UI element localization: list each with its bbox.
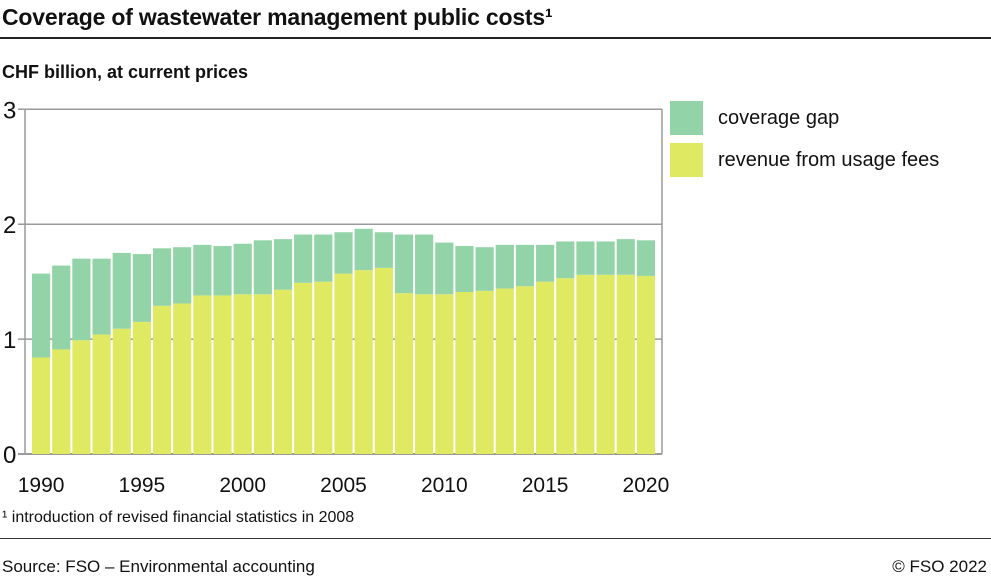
bar-coverage-gap-1994 [112, 252, 131, 329]
bar-revenue-2013 [495, 288, 514, 454]
bar-revenue-2010 [435, 294, 454, 454]
y-tick-label: 3 [3, 97, 16, 124]
bar-coverage-gap-2016 [556, 241, 575, 279]
bar-coverage-gap-1995 [132, 254, 151, 322]
bar-coverage-gap-1999 [213, 246, 232, 296]
y-tick-label: 1 [3, 327, 16, 354]
chart-plot: 0 1 2 3 1990 1995 2000 2005 2010 2015 2020 [3, 97, 670, 497]
bar-coverage-gap-2008 [394, 234, 414, 294]
legend-item-coverage-gap: coverage gap [670, 101, 839, 135]
bar-revenue-2005 [334, 273, 353, 454]
footer-divider [0, 538, 991, 539]
footnote: ¹ introduction of revised financial stat… [2, 509, 355, 526]
bar-coverage-gap-2020 [636, 240, 655, 276]
bar-revenue-1994 [112, 328, 131, 454]
bar-revenue-2009 [415, 294, 434, 454]
bar-revenue-1995 [132, 321, 151, 454]
bar-coverage-gap-1992 [72, 258, 91, 341]
legend-label: coverage gap [718, 106, 840, 129]
bar-revenue-2016 [556, 278, 575, 454]
legend-item-revenue: revenue from usage fees [670, 143, 939, 177]
bar-coverage-gap-2003 [294, 234, 313, 283]
x-tick-label: 2020 [623, 474, 670, 497]
bar-revenue-1996 [152, 305, 172, 454]
bar-coverage-gap-1998 [193, 244, 212, 296]
x-tick-label: 2000 [219, 474, 266, 497]
bar-coverage-gap-2000 [233, 243, 252, 295]
title-divider [0, 37, 991, 39]
x-tick-label: 2005 [320, 474, 367, 497]
bar-coverage-gap-2009 [415, 234, 434, 295]
y-tick-label: 0 [3, 442, 16, 469]
bar-revenue-1990 [32, 357, 51, 454]
bar-revenue-2015 [536, 281, 555, 454]
bar-coverage-gap-2011 [455, 246, 474, 292]
bar-revenue-2000 [233, 294, 252, 454]
bar-coverage-gap-1996 [152, 248, 172, 306]
bar-revenue-2020 [636, 275, 655, 454]
bar-revenue-2007 [374, 267, 393, 454]
bar-revenue-2001 [253, 294, 272, 454]
bar-revenue-2008 [394, 293, 414, 454]
bar-coverage-gap-2010 [435, 242, 454, 295]
bar-coverage-gap-2015 [536, 244, 555, 282]
bar-revenue-2004 [314, 281, 333, 454]
bar-revenue-1992 [72, 340, 91, 454]
bar-coverage-gap-1991 [52, 265, 71, 350]
bar-coverage-gap-2012 [475, 247, 494, 291]
x-tick-label: 2010 [421, 474, 468, 497]
bar-revenue-2003 [294, 282, 313, 454]
chart-subtitle: CHF billion, at current prices [2, 62, 249, 82]
bar-revenue-2018 [596, 274, 615, 454]
bar-revenue-1998 [193, 295, 212, 454]
x-tick-label: 1990 [18, 474, 65, 497]
bar-revenue-2002 [273, 289, 293, 454]
bar-coverage-gap-1997 [173, 247, 192, 304]
bar-revenue-2017 [576, 274, 595, 454]
bar-revenue-2006 [354, 270, 373, 454]
bar-coverage-gap-2006 [354, 228, 373, 271]
bar-revenue-2014 [515, 286, 535, 454]
legend-label: revenue from usage fees [718, 148, 940, 171]
bar-coverage-gap-2017 [576, 241, 595, 275]
legend-swatch-revenue [670, 143, 703, 177]
bar-revenue-1999 [213, 295, 232, 454]
bar-revenue-2011 [455, 291, 474, 454]
chart-title: Coverage of wastewater management public… [2, 4, 553, 30]
x-tick-label: 2015 [522, 474, 569, 497]
y-tick-label: 2 [3, 212, 16, 239]
bar-revenue-1993 [92, 334, 111, 454]
bar-revenue-2019 [616, 274, 635, 454]
bar-coverage-gap-2007 [374, 232, 393, 268]
bar-coverage-gap-2013 [495, 244, 514, 289]
bar-coverage-gap-2019 [616, 239, 635, 275]
source-note: Source: FSO – Environmental accounting [2, 557, 315, 576]
bar-revenue-2012 [475, 290, 494, 454]
legend-swatch-coverage-gap [670, 101, 703, 135]
bar-coverage-gap-1993 [92, 258, 111, 335]
bar-coverage-gap-2005 [334, 232, 353, 274]
x-tick-label: 1995 [119, 474, 166, 497]
copyright: © FSO 2022 [892, 557, 987, 576]
bar-coverage-gap-2014 [515, 244, 535, 287]
bar-coverage-gap-2004 [314, 234, 333, 282]
bar-revenue-1997 [173, 303, 192, 454]
bar-coverage-gap-1990 [32, 273, 51, 358]
bar-coverage-gap-2018 [596, 241, 615, 275]
bar-coverage-gap-2001 [253, 240, 272, 295]
bar-coverage-gap-2002 [273, 239, 293, 290]
bar-revenue-1991 [52, 349, 71, 454]
